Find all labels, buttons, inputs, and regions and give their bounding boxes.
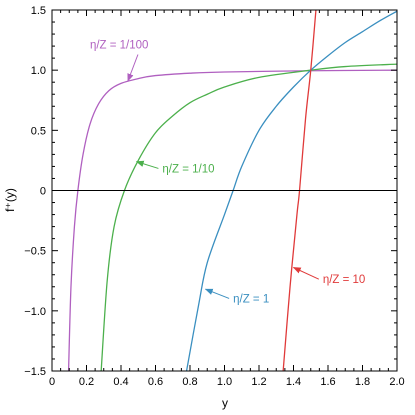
annotation-arrow (135, 160, 159, 169)
annotation-label: η/Z = 1/10 (162, 163, 214, 175)
y-tick-label: −1.0 (24, 306, 46, 318)
x-tick-label: 1.4 (286, 376, 301, 388)
axes-layer: 0 0.2 0.4 0.6 0.8 1.0 1.2 1.4 1.6 1.8 2.0 −1.5 −1.0 −… (24, 5, 404, 388)
y-tick-label: −1.5 (24, 366, 46, 378)
series-line (100, 63, 397, 371)
x-tick-label: 0.8 (182, 376, 197, 388)
annotation-label: η/Z = 1/100 (90, 40, 149, 52)
x-tick-label: 0.6 (148, 376, 163, 388)
x-tick-label: 1.8 (355, 376, 370, 388)
x-tick-label: 0.4 (113, 376, 128, 388)
annotation-label: η/Z = 1 (233, 293, 269, 305)
annotation-label: η/Z = 10 (323, 274, 366, 286)
x-axis-label: y (222, 396, 228, 410)
x-tick-label: 0 (49, 376, 55, 388)
x-tick-label: 1.2 (251, 376, 266, 388)
y-tick-label: −0.5 (24, 246, 46, 258)
y-axis-label: f⁺(y) (3, 188, 17, 212)
annotation-arrow (204, 288, 230, 299)
series-layer (67, 10, 397, 371)
x-tick-label: 2.0 (389, 376, 404, 388)
y-tick-label: 1.5 (31, 5, 46, 17)
y-tick-label: 0 (40, 186, 46, 198)
series-line (67, 69, 397, 371)
y-tick-label: 0.5 (31, 125, 46, 137)
annotation-layer: η/Z = 1/100 η/Z = 1/10 η/Z = 1 η/Z = 10 (90, 40, 365, 306)
y-tick-label: 1.0 (31, 65, 46, 77)
x-tick-label: 0.2 (79, 376, 94, 388)
x-tick-label: 1.6 (320, 376, 335, 388)
annotation-arrow (127, 54, 139, 82)
x-tick-label: 1.0 (217, 376, 232, 388)
annotation-arrow (292, 267, 320, 280)
series-line (185, 10, 397, 371)
